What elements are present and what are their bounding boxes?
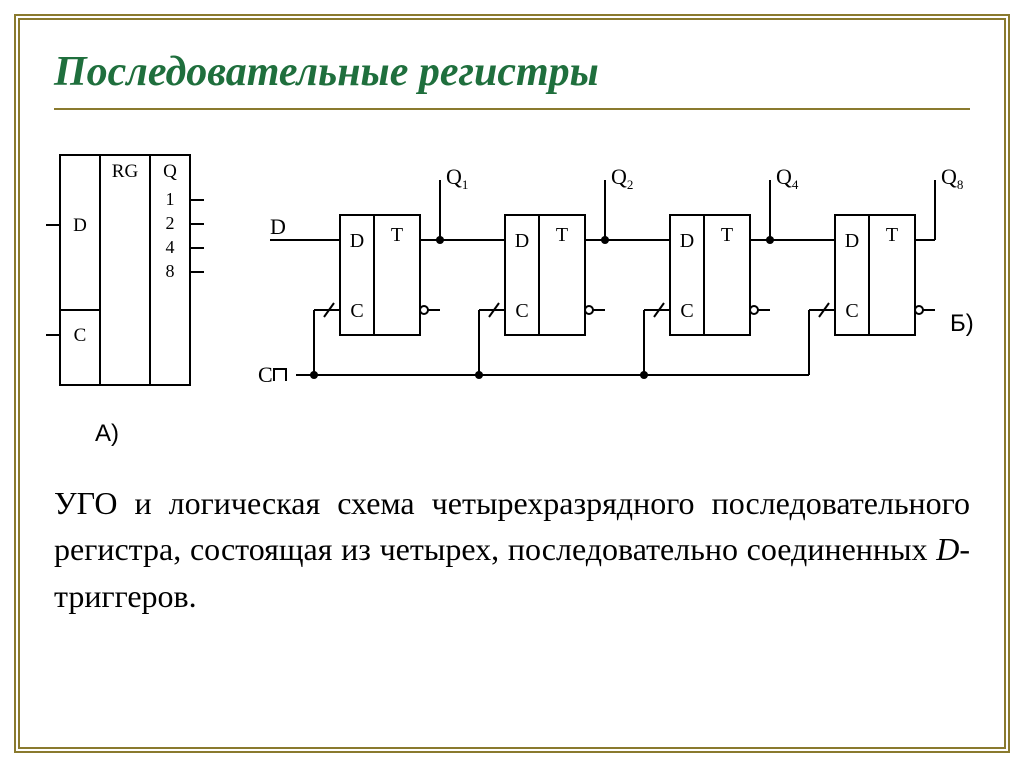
svg-text:Q4: Q4 — [776, 164, 799, 192]
svg-text:С: С — [845, 300, 858, 322]
svg-text:C: C — [74, 325, 87, 346]
title-underline — [54, 108, 970, 110]
svg-text:С: С — [350, 300, 363, 322]
svg-text:T: T — [886, 224, 898, 246]
diagram-svg: RGQ1248DCDСDСTQ1DСTQ2DСTQ4DСTQ8 — [40, 135, 990, 415]
svg-text:RG: RG — [112, 161, 139, 182]
caption-a: А) — [95, 420, 119, 448]
svg-text:Q2: Q2 — [611, 164, 633, 192]
svg-text:С: С — [258, 362, 273, 387]
svg-text:D: D — [515, 230, 529, 252]
svg-text:Q: Q — [163, 161, 177, 182]
svg-text:T: T — [391, 224, 403, 246]
svg-text:Q8: Q8 — [941, 164, 963, 192]
svg-text:Q1: Q1 — [446, 164, 468, 192]
svg-text:T: T — [556, 224, 568, 246]
svg-text:С: С — [680, 300, 693, 322]
svg-text:D: D — [270, 214, 286, 239]
svg-text:T: T — [721, 224, 733, 246]
description-text: УГО и логическая схема четырехразрядного… — [54, 480, 970, 619]
svg-text:8: 8 — [166, 261, 175, 281]
svg-text:4: 4 — [166, 237, 175, 257]
caption-b: Б) — [950, 310, 974, 338]
svg-text:1: 1 — [166, 189, 175, 209]
svg-text:D: D — [350, 230, 364, 252]
svg-text:2: 2 — [166, 213, 175, 233]
svg-text:С: С — [515, 300, 528, 322]
svg-text:D: D — [680, 230, 694, 252]
page-title: Последовательные регистры — [54, 48, 599, 96]
svg-text:D: D — [845, 230, 859, 252]
svg-text:D: D — [73, 215, 87, 236]
